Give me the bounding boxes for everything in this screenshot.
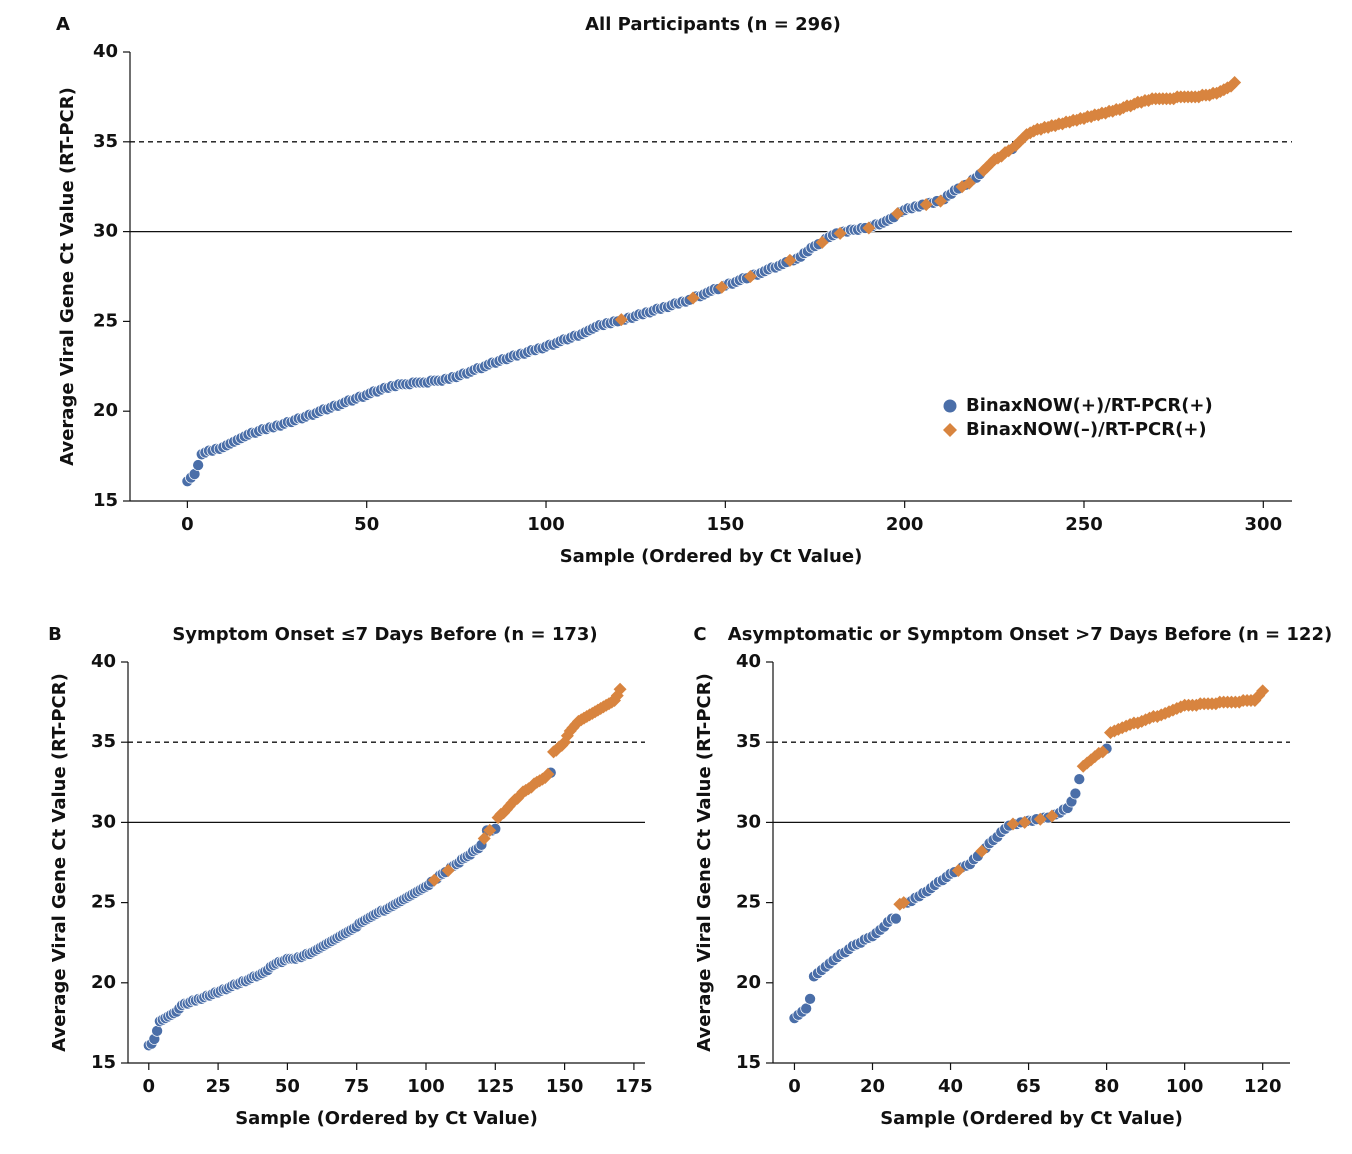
diamond-point	[743, 270, 757, 283]
panel-label: B	[48, 624, 62, 645]
x-tick-label: 150	[546, 1076, 584, 1097]
y-tick-label: 30	[93, 221, 118, 242]
x-tick-label: 100	[527, 514, 565, 535]
y-tick-label: 15	[91, 1052, 116, 1073]
x-tick-label: 20	[860, 1076, 885, 1097]
diamond-point	[1016, 131, 1030, 145]
diamond-point	[897, 896, 911, 910]
circle-point	[804, 992, 816, 1005]
diamond-point	[1256, 684, 1270, 698]
diamond-point	[890, 207, 904, 221]
diamond-point	[975, 844, 989, 858]
y-tick-label: 40	[93, 41, 118, 62]
diamond-point	[783, 253, 797, 267]
x-tick-label: 125	[477, 1076, 515, 1097]
x-tick-label: 100	[407, 1076, 445, 1097]
diamond-point	[427, 873, 441, 887]
legend-label: BinaxNOW(+)/RT-PCR(+)	[966, 395, 1213, 416]
circle-point	[151, 1025, 163, 1037]
x-axis-label: Sample (Ordered by Ct Value)	[235, 1108, 538, 1129]
y-tick-label: 30	[736, 811, 761, 832]
panel-label: A	[56, 14, 70, 35]
x-axis-label: Sample (Ordered by Ct Value)	[880, 1108, 1183, 1129]
diamond-point	[1033, 812, 1047, 826]
diamond-point	[715, 280, 729, 294]
y-tick-label: 40	[736, 651, 761, 672]
diamond-point	[1045, 809, 1059, 823]
x-tick-label: 175	[615, 1076, 653, 1097]
y-axis-label: Average Viral Gene Ct Value (RT-PCR)	[57, 87, 78, 466]
x-tick-label: 250	[1065, 514, 1103, 535]
y-tick-label: 35	[93, 131, 118, 152]
diamond-point	[919, 198, 933, 212]
diamond-point	[833, 226, 847, 240]
x-tick-label: 200	[886, 514, 924, 535]
diamond-point	[815, 235, 829, 249]
x-tick-label: 0	[143, 1076, 156, 1097]
y-tick-label: 15	[736, 1052, 761, 1073]
x-tick-label: 80	[1094, 1076, 1119, 1097]
diamond-point	[1018, 815, 1032, 829]
x-tick-label: 25	[206, 1076, 231, 1097]
y-axis-label: Average Viral Gene Ct Value (RT-PCR)	[694, 673, 715, 1052]
diamond-point	[477, 831, 491, 845]
diamond-point	[686, 291, 700, 305]
diamond-point	[862, 221, 876, 235]
chart-title: Asymptomatic or Symptom Onset >7 Days Be…	[728, 624, 1332, 645]
x-tick-label: 65	[1016, 1076, 1041, 1097]
y-axis-label: Average Viral Gene Ct Value (RT-PCR)	[49, 673, 70, 1052]
x-tick-label: 100	[1166, 1076, 1204, 1097]
x-tick-label: 50	[275, 1076, 300, 1097]
diamond-point	[441, 864, 455, 878]
y-tick-label: 40	[91, 651, 116, 672]
y-tick-label: 25	[93, 310, 118, 331]
diamond-point	[613, 682, 627, 696]
diamond-point	[962, 176, 976, 190]
diamond-point	[614, 313, 628, 327]
circle-point	[192, 459, 204, 471]
circle-point	[1069, 787, 1082, 800]
chart-title: All Participants (n = 296)	[585, 14, 841, 35]
x-tick-label: 300	[1245, 514, 1283, 535]
x-tick-label: 40	[938, 1076, 963, 1097]
legend-marker	[943, 423, 957, 437]
panel-label: C	[693, 624, 706, 645]
x-tick-label: 150	[707, 514, 745, 535]
y-tick-label: 35	[736, 731, 761, 752]
y-tick-label: 35	[91, 731, 116, 752]
x-axis-label: Sample (Ordered by Ct Value)	[560, 546, 863, 567]
y-tick-label: 30	[91, 811, 116, 832]
y-tick-label: 20	[736, 972, 761, 993]
y-tick-label: 25	[736, 892, 761, 913]
x-tick-label: 0	[788, 1076, 801, 1097]
diamond-point	[951, 864, 965, 878]
chart-title: Symptom Onset ≤7 Days Before (n = 173)	[172, 624, 597, 645]
x-tick-label: 120	[1244, 1076, 1282, 1097]
diamond-point	[1228, 76, 1242, 90]
diamond-point	[1006, 817, 1020, 831]
diamond-point	[934, 194, 948, 208]
diamond-point	[483, 823, 497, 837]
y-tick-label: 20	[91, 972, 116, 993]
diamond-point	[541, 767, 555, 781]
y-tick-label: 20	[93, 400, 118, 421]
x-tick-label: 50	[354, 514, 379, 535]
y-tick-label: 15	[93, 490, 118, 511]
legend-marker	[943, 399, 957, 413]
circle-point	[890, 912, 902, 925]
legend-label: BinaxNOW(–)/RT-PCR(+)	[966, 419, 1207, 440]
diamond-point	[1096, 745, 1110, 759]
y-tick-label: 25	[91, 892, 116, 913]
x-tick-label: 75	[344, 1076, 369, 1097]
x-tick-label: 0	[181, 514, 194, 535]
circle-point	[1073, 773, 1086, 785]
